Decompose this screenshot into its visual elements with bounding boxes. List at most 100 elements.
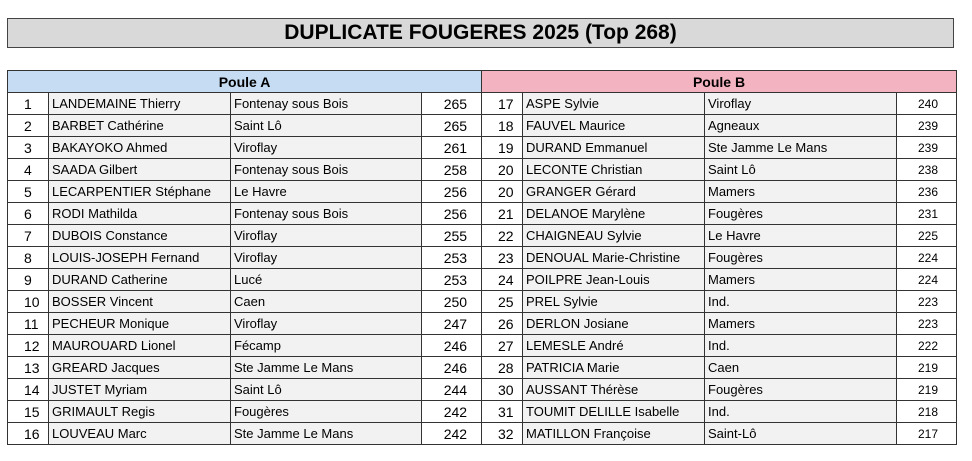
table-row: 22 CHAIGNEAU Sylvie Le Havre 225: [481, 224, 957, 247]
score-cell: 224: [896, 268, 957, 291]
score-cell: 242: [420, 400, 483, 423]
table-row: 7 DUBOIS Constance Viroflay 255: [7, 224, 483, 247]
rank-cell: 21: [481, 202, 523, 225]
score-cell: 240: [896, 92, 957, 115]
club-cell: Fontenay sous Bois: [230, 202, 422, 225]
table-row: 13 GREARD Jacques Ste Jamme Le Mans 246: [7, 356, 483, 379]
rank-cell: 8: [7, 246, 49, 269]
club-cell: Agneaux: [704, 114, 897, 137]
score-cell: 217: [896, 422, 957, 445]
player-name-cell: LEMESLE André: [522, 334, 705, 357]
table-row: 11 PECHEUR Monique Viroflay 247: [7, 312, 483, 335]
club-cell: Saint-Lô: [704, 422, 897, 445]
player-name-cell: PECHEUR Monique: [48, 312, 231, 335]
table-row: 6 RODI Mathilda Fontenay sous Bois 256: [7, 202, 483, 225]
rank-cell: 24: [481, 268, 523, 291]
player-name-cell: AUSSANT Thérèse: [522, 378, 705, 401]
score-cell: 219: [896, 356, 957, 379]
rank-cell: 11: [7, 312, 49, 335]
rank-cell: 23: [481, 246, 523, 269]
score-cell: 253: [420, 268, 483, 291]
player-name-cell: POILPRE Jean-Louis: [522, 268, 705, 291]
rank-cell: 4: [7, 158, 49, 181]
table-row: 19 DURAND Emmanuel Ste Jamme Le Mans 239: [481, 136, 957, 159]
club-cell: Viroflay: [704, 92, 897, 115]
score-cell: 238: [896, 158, 957, 181]
player-name-cell: BOSSER Vincent: [48, 290, 231, 313]
rank-cell: 26: [481, 312, 523, 335]
table-row: 3 BAKAYOKO Ahmed Viroflay 261: [7, 136, 483, 159]
player-name-cell: DERLON Josiane: [522, 312, 705, 335]
table-row: 9 DURAND Catherine Lucé 253: [7, 268, 483, 291]
table-row: 8 LOUIS-JOSEPH Fernand Viroflay 253: [7, 246, 483, 269]
player-name-cell: RODI Mathilda: [48, 202, 231, 225]
club-cell: Fougères: [704, 246, 897, 269]
table-row: 18 FAUVEL Maurice Agneaux 239: [481, 114, 957, 137]
score-cell: 219: [896, 378, 957, 401]
rank-cell: 5: [7, 180, 49, 203]
score-cell: 247: [420, 312, 483, 335]
rank-cell: 31: [481, 400, 523, 423]
table-row: 20 LECONTE Christian Saint Lô 238: [481, 158, 957, 181]
club-cell: Viroflay: [230, 312, 422, 335]
player-name-cell: GREARD Jacques: [48, 356, 231, 379]
pool-a-table: Poule A 1 LANDEMAINE Thierry Fontenay sous…: [6, 70, 483, 445]
club-cell: Ste Jamme Le Mans: [230, 422, 422, 445]
player-name-cell: FAUVEL Maurice: [522, 114, 705, 137]
table-row: 1 LANDEMAINE Thierry Fontenay sous Bois 265: [7, 92, 483, 115]
score-cell: 246: [420, 334, 483, 357]
score-cell: 261: [420, 136, 483, 159]
score-cell: 253: [420, 246, 483, 269]
rank-cell: 28: [481, 356, 523, 379]
club-cell: Lucé: [230, 268, 422, 291]
rank-cell: 15: [7, 400, 49, 423]
pool-a-header: Poule A: [6, 70, 483, 93]
table-row: 5 LECARPENTIER Stéphane Le Havre 256: [7, 180, 483, 203]
score-cell: 223: [896, 312, 957, 335]
player-name-cell: DENOUAL Marie-Christine: [522, 246, 705, 269]
score-cell: 256: [420, 180, 483, 203]
rank-cell: 7: [7, 224, 49, 247]
table-row: 26 DERLON Josiane Mamers 223: [481, 312, 957, 335]
rank-cell: 17: [481, 92, 523, 115]
player-name-cell: LOUIS-JOSEPH Fernand: [48, 246, 231, 269]
rank-cell: 30: [481, 378, 523, 401]
rank-cell: 20: [481, 180, 523, 203]
club-cell: Fécamp: [230, 334, 422, 357]
club-cell: Caen: [704, 356, 897, 379]
table-row: 24 POILPRE Jean-Louis Mamers 224: [481, 268, 957, 291]
table-row: 27 LEMESLE André Ind. 222: [481, 334, 957, 357]
table-row: 28 PATRICIA Marie Caen 219: [481, 356, 957, 379]
club-cell: Ste Jamme Le Mans: [230, 356, 422, 379]
table-row: 2 BARBET Cathérine Saint Lô 265: [7, 114, 483, 137]
club-cell: Ind.: [704, 334, 897, 357]
club-cell: Mamers: [704, 312, 897, 335]
rank-cell: 20: [481, 158, 523, 181]
player-name-cell: LECARPENTIER Stéphane: [48, 180, 231, 203]
table-row: 21 DELANOE Marylène Fougères 231: [481, 202, 957, 225]
page-title: DUPLICATE FOUGERES 2025 (Top 268): [7, 18, 954, 48]
club-cell: Fougères: [704, 378, 897, 401]
table-row: 14 JUSTET Myriam Saint Lô 244: [7, 378, 483, 401]
table-row: 20 GRANGER Gérard Mamers 236: [481, 180, 957, 203]
score-cell: 231: [896, 202, 957, 225]
table-row: 10 BOSSER Vincent Caen 250: [7, 290, 483, 313]
pool-a-rows: 1 LANDEMAINE Thierry Fontenay sous Bois 265…: [7, 92, 483, 445]
player-name-cell: DUBOIS Constance: [48, 224, 231, 247]
player-name-cell: ASPE Sylvie: [522, 92, 705, 115]
score-cell: 218: [896, 400, 957, 423]
player-name-cell: DELANOE Marylène: [522, 202, 705, 225]
table-row: 4 SAADA Gilbert Fontenay sous Bois 258: [7, 158, 483, 181]
rank-cell: 18: [481, 114, 523, 137]
rank-cell: 13: [7, 356, 49, 379]
player-name-cell: LECONTE Christian: [522, 158, 705, 181]
score-cell: 239: [896, 114, 957, 137]
rank-cell: 25: [481, 290, 523, 313]
score-cell: 265: [420, 114, 483, 137]
rank-cell: 16: [7, 422, 49, 445]
player-name-cell: SAADA Gilbert: [48, 158, 231, 181]
rank-cell: 22: [481, 224, 523, 247]
club-cell: Ind.: [704, 290, 897, 313]
table-row: 23 DENOUAL Marie-Christine Fougères 224: [481, 246, 957, 269]
score-cell: 222: [896, 334, 957, 357]
